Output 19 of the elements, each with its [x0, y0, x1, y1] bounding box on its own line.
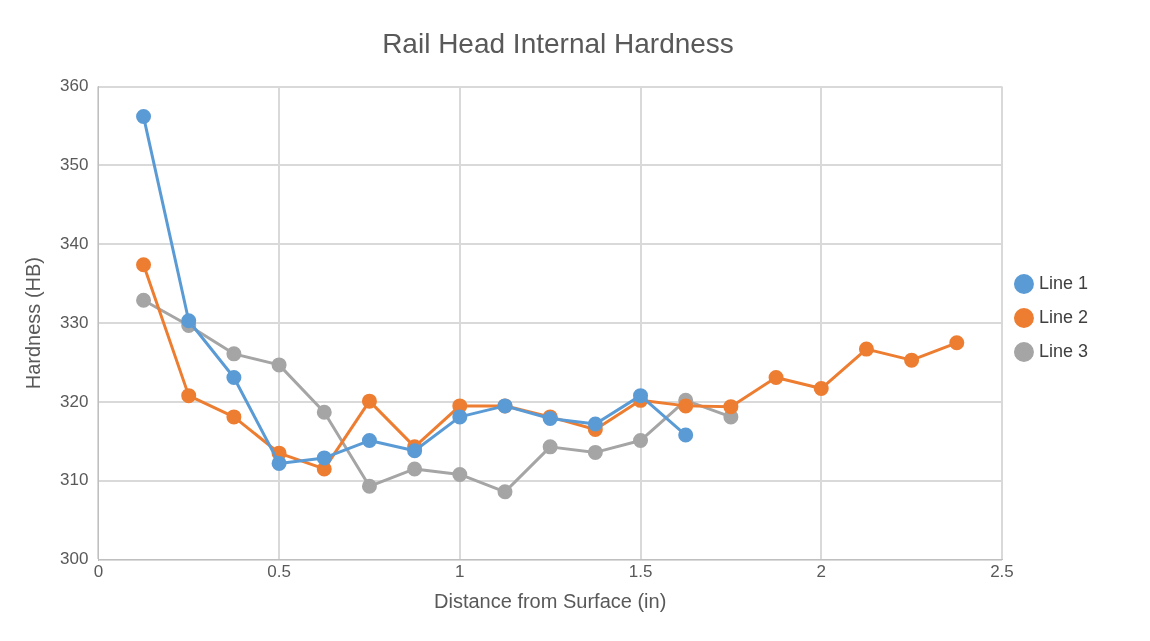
chart-title: Rail Head Internal Hardness	[382, 27, 734, 59]
legend-label: Line 3	[1038, 340, 1088, 361]
x-tick-label: 1	[455, 562, 465, 582]
x-tick-label: 2	[816, 562, 826, 582]
y-tick-label: 300	[59, 549, 89, 569]
y-tick-label: 330	[59, 312, 89, 332]
y-tick-label: 310	[59, 470, 89, 490]
y-axis-title: Hardness (HB)	[21, 256, 44, 390]
legend-label: Line 1	[1038, 272, 1088, 293]
y-tick-label: 350	[59, 155, 89, 175]
legend-label: Line 2	[1038, 306, 1088, 327]
x-tick-label: 2.5	[990, 562, 1014, 582]
x-tick-label: 0.5	[267, 562, 291, 582]
x-tick-label: 0	[93, 562, 104, 582]
x-axis-title: Distance from Surface (in)	[434, 589, 667, 612]
y-tick-label: 340	[59, 233, 89, 253]
x-tick-label: 1.5	[628, 562, 653, 582]
y-tick-label: 360	[59, 76, 89, 96]
y-tick-label: 320	[59, 391, 89, 411]
